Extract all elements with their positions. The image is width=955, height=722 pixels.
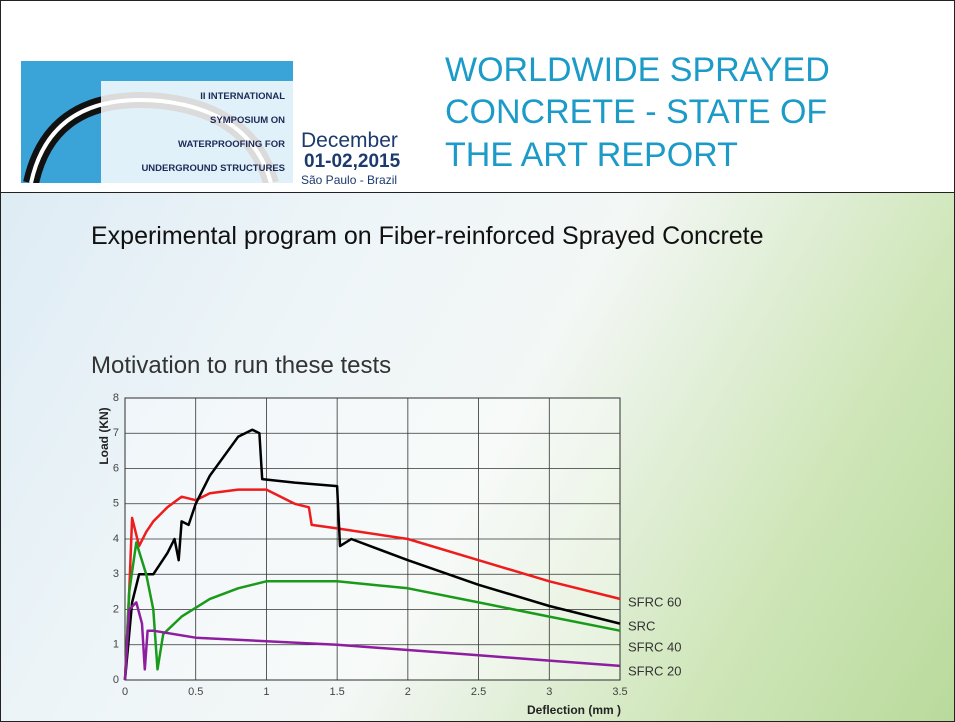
y-tick-label: 2 <box>113 603 119 615</box>
date-days: 01-02,2015 <box>304 151 400 173</box>
chart: Deflection (mm ) Load (KN) 0 1 2 3 4 5 6 7 8 0 0.5… <box>1 381 954 721</box>
y-tick-label: 3 <box>113 568 119 580</box>
series-label: SFRC 60 <box>628 594 681 609</box>
logo-text: UNDERGROUND STRUCTURES <box>141 163 285 174</box>
y-axis-label: Load (KN) <box>97 407 111 464</box>
title: CONCRETE - STATE OF <box>445 93 827 132</box>
header: II INTERNATIONAL SYMPOSIUM ON WATERPROOF… <box>1 1 954 193</box>
x-tick-label: 1 <box>263 686 269 698</box>
title: WORLDWIDE SPRAYED <box>445 51 830 90</box>
logo: II INTERNATIONAL SYMPOSIUM ON WATERPROOF… <box>21 61 293 183</box>
slide: II INTERNATIONAL SYMPOSIUM ON WATERPROOF… <box>0 0 955 722</box>
heading: Experimental program on Fiber-reinforced… <box>91 219 881 253</box>
y-tick-label: 7 <box>113 427 119 439</box>
x-tick-label: 0.5 <box>188 686 203 698</box>
x-tick-label: 2.5 <box>471 686 486 698</box>
logo-text: WATERPROOFING FOR <box>178 139 285 150</box>
y-tick-label: 8 <box>113 392 119 404</box>
y-tick-label: 5 <box>113 498 119 510</box>
x-tick-label: 0 <box>122 686 128 698</box>
x-tick-label: 3 <box>546 686 552 698</box>
x-axis-label: Deflection (mm ) <box>527 703 621 717</box>
y-tick-label: 4 <box>113 533 119 545</box>
title: THE ART REPORT <box>445 136 738 175</box>
y-tick-label: 0 <box>113 674 119 686</box>
logo-text: II INTERNATIONAL <box>200 91 285 102</box>
series-label: SFRC 40 <box>628 639 681 654</box>
y-tick-label: 6 <box>113 462 119 474</box>
location: São Paulo - Brazil <box>301 173 397 187</box>
series-label: SRC <box>628 618 655 633</box>
x-tick-label: 2 <box>405 686 411 698</box>
logo-text: SYMPOSIUM ON <box>210 115 285 126</box>
series-label: SFRC 20 <box>628 663 681 678</box>
x-tick-label: 3.5 <box>612 686 627 698</box>
subheading: Motivation to run these tests <box>91 352 391 380</box>
date-month: December <box>301 129 398 153</box>
x-tick-label: 1.5 <box>329 686 344 698</box>
y-tick-label: 1 <box>113 639 119 651</box>
